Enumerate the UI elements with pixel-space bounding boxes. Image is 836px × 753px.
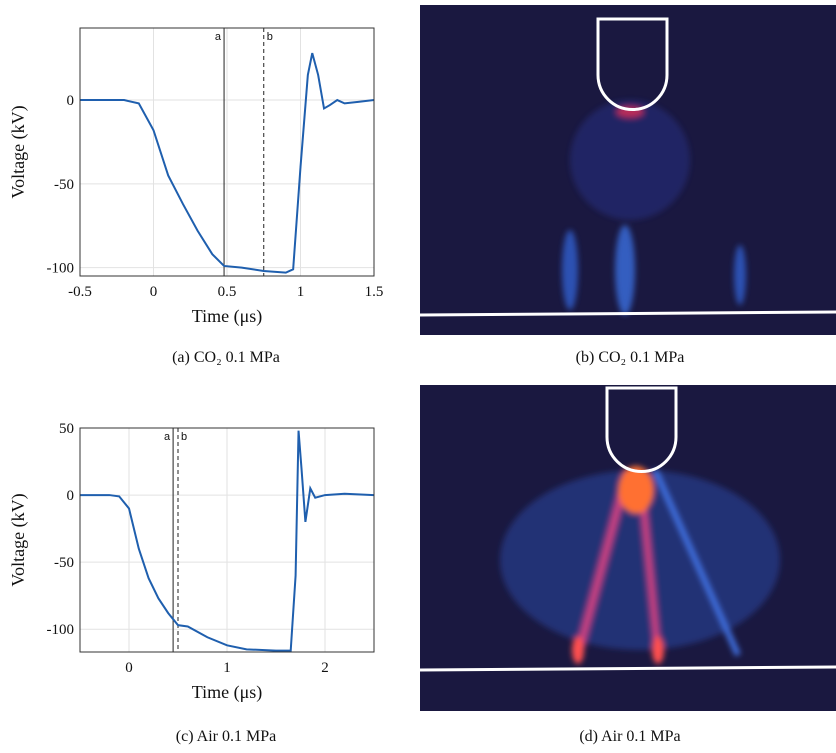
caption: (c) Air 0.1 MPa — [176, 728, 276, 745]
voltage-line — [80, 430, 375, 652]
caption: (d) Air 0.1 MPa — [579, 728, 680, 745]
y-axis-label: Voltage (kV) — [8, 105, 29, 198]
plot-frame — [79, 27, 375, 277]
marker-label: b — [267, 31, 273, 43]
x-tick-label: 0.5 — [218, 284, 237, 300]
voltage-line — [80, 52, 375, 274]
discharge-image — [419, 385, 836, 711]
y-tick-label: -100 — [47, 622, 75, 638]
y-tick-label: 0 — [67, 488, 75, 504]
x-tick-label: 0 — [150, 284, 158, 300]
x-axis-label: Time (μs) — [192, 306, 263, 327]
marker-label: a — [215, 31, 222, 43]
marker-label: b — [181, 431, 187, 443]
y-tick-label: 50 — [59, 421, 74, 437]
plot-frame — [79, 427, 375, 653]
marker-label: a — [164, 431, 171, 443]
x-tick-label: 1 — [297, 284, 305, 300]
x-tick-label: 1 — [223, 660, 231, 676]
x-tick-label: 2 — [321, 660, 329, 676]
y-tick-label: -50 — [54, 555, 74, 571]
caption: (b) CO₂ 0.1 MPa — [576, 349, 685, 366]
x-tick-label: 0 — [125, 660, 133, 676]
caption: (a) CO₂ 0.1 MPa — [172, 349, 280, 366]
x-tick-label: 1.5 — [365, 284, 384, 300]
y-tick-label: 0 — [67, 93, 75, 109]
y-axis-label: Voltage (kV) — [8, 493, 29, 586]
y-tick-label: -100 — [47, 261, 75, 277]
discharge-image — [419, 5, 836, 335]
y-tick-label: -50 — [54, 177, 74, 193]
x-axis-label: Time (μs) — [192, 682, 263, 703]
x-tick-label: -0.5 — [68, 284, 92, 300]
